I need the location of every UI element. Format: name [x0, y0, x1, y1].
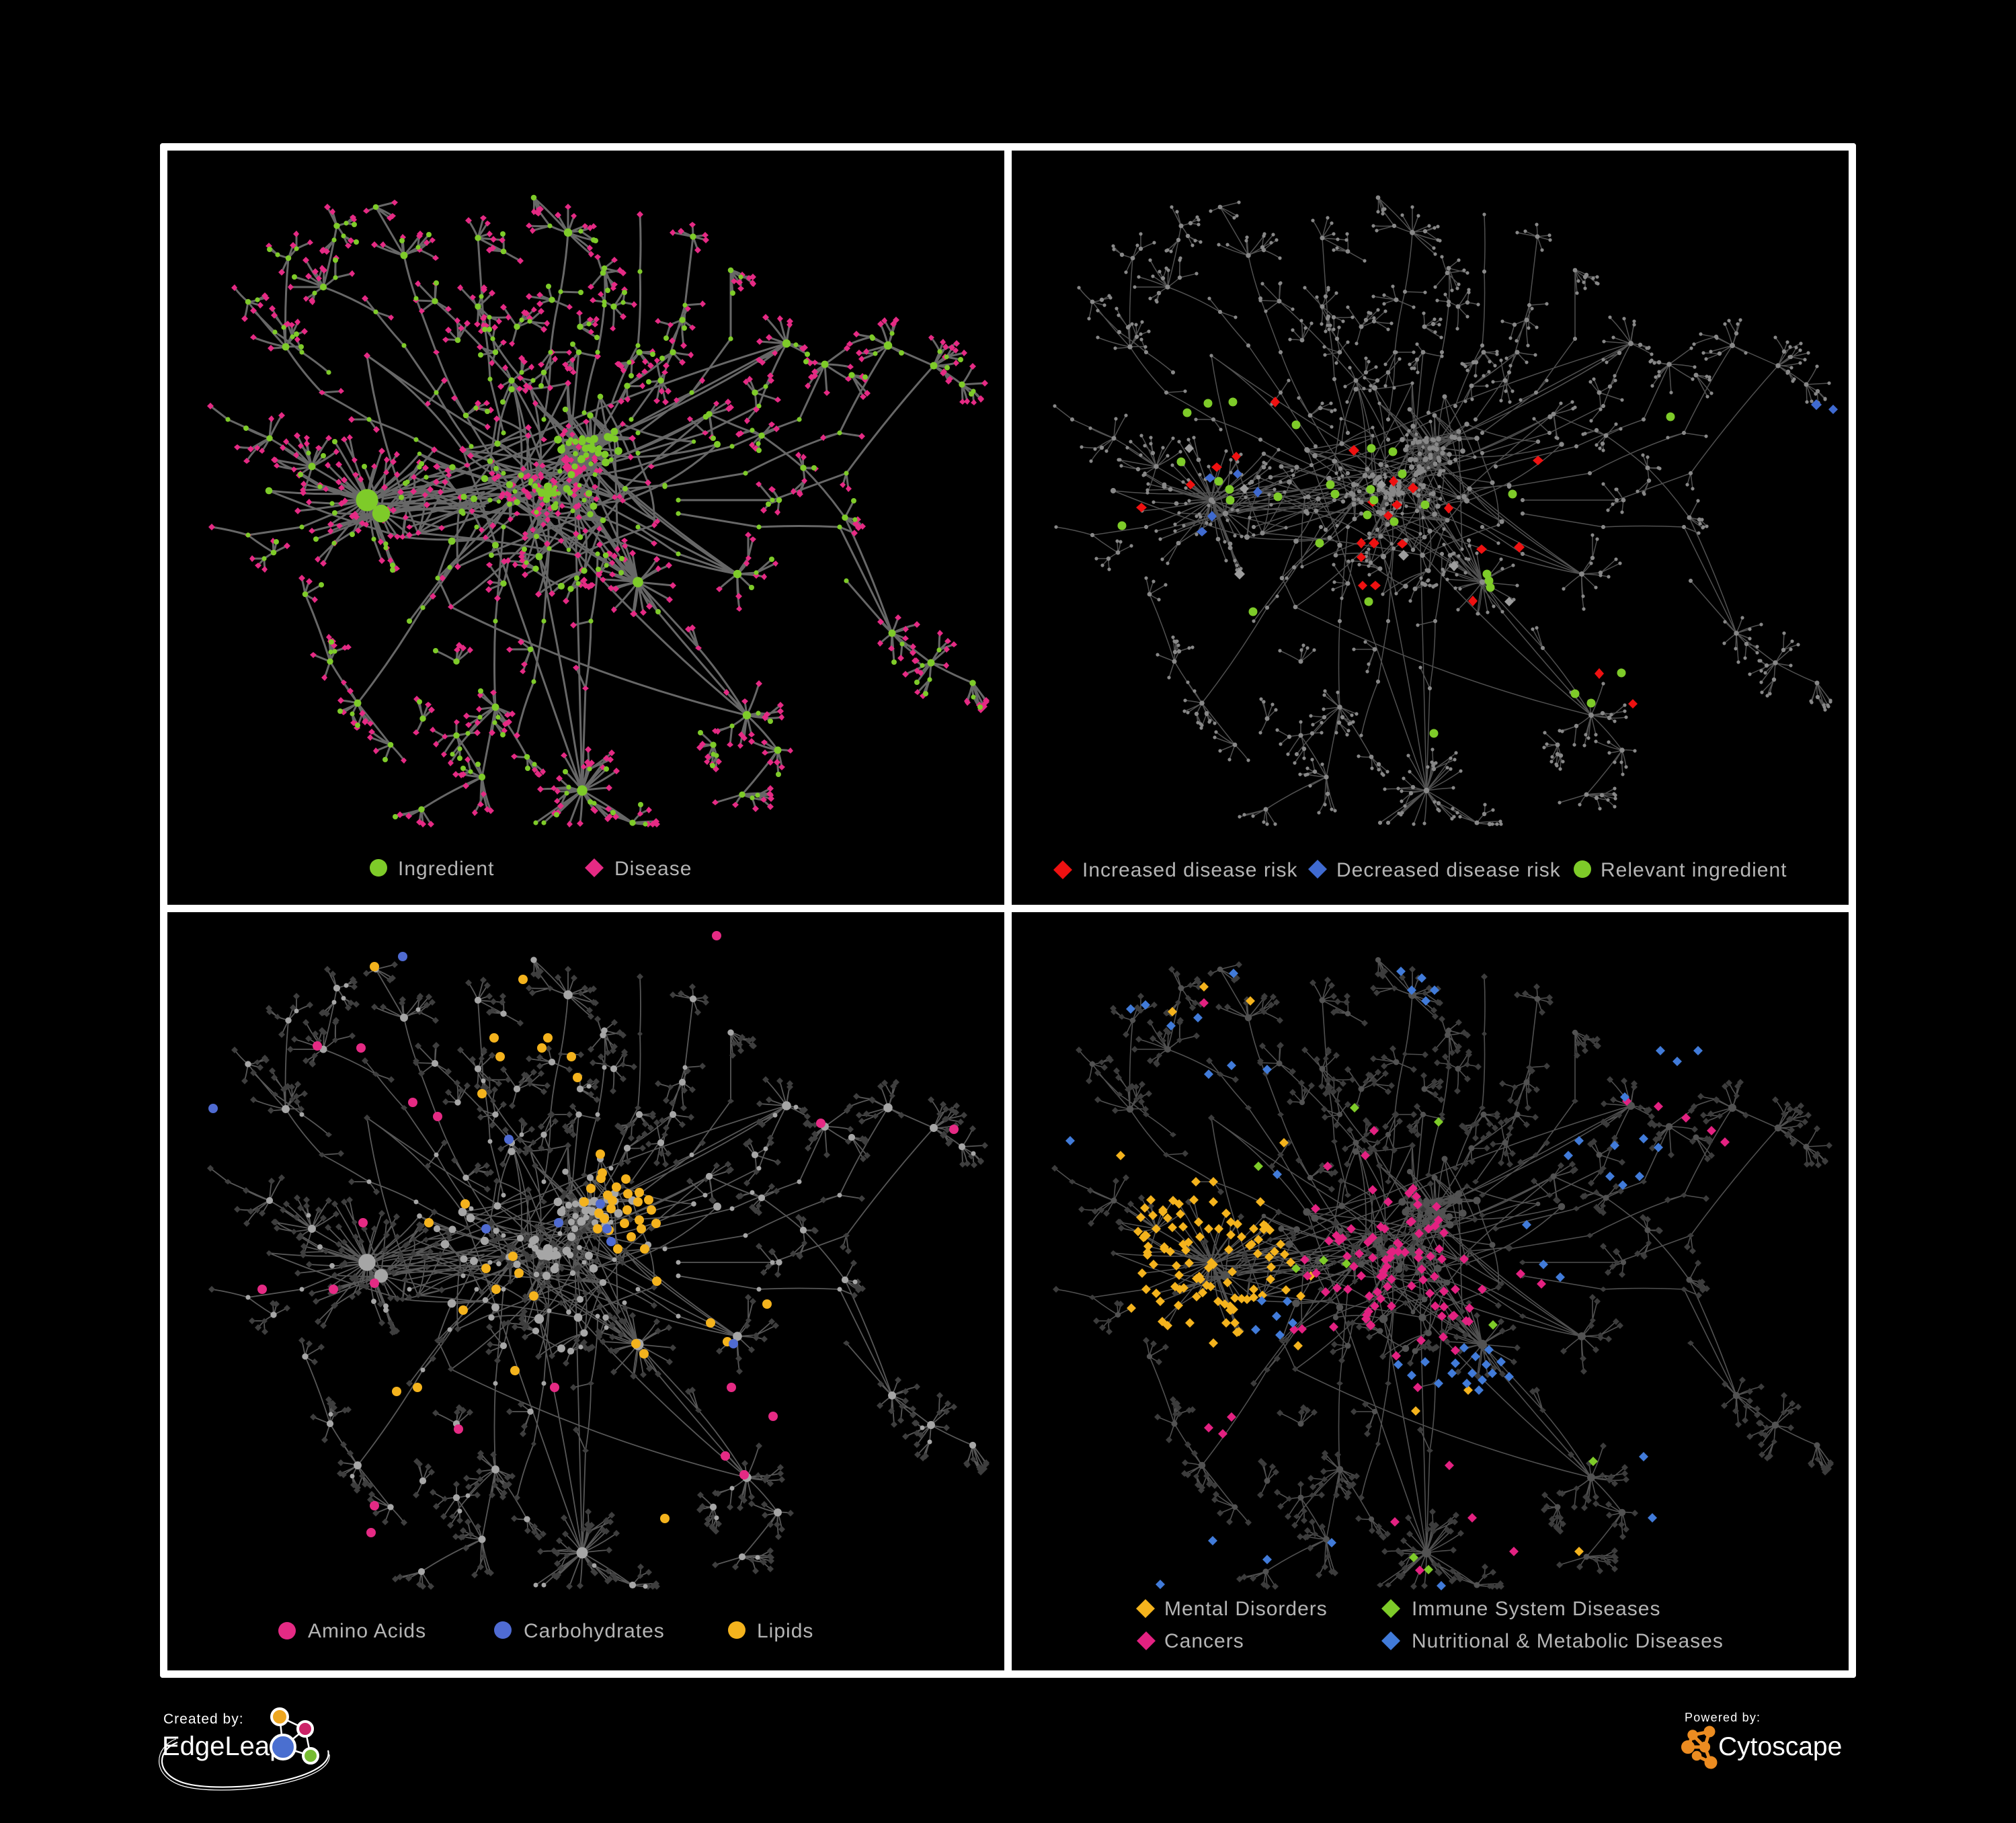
svg-text:Disease: Disease	[614, 858, 692, 880]
svg-text:Immune System Diseases: Immune System Diseases	[1412, 1598, 1660, 1620]
svg-text:Mental Disorders: Mental Disorders	[1164, 1598, 1328, 1620]
svg-text:Powered by:: Powered by:	[1685, 1711, 1761, 1724]
svg-text:Decreased disease risk: Decreased disease risk	[1336, 859, 1561, 881]
svg-text:Relevant ingredient: Relevant ingredient	[1601, 859, 1787, 881]
svg-text:Cytoscape: Cytoscape	[1718, 1732, 1842, 1761]
svg-text:Lipids: Lipids	[757, 1620, 813, 1642]
svg-text:Ingredient: Ingredient	[398, 858, 494, 880]
svg-text:Carbohydrates: Carbohydrates	[524, 1620, 665, 1642]
svg-text:Cancers: Cancers	[1164, 1630, 1244, 1652]
svg-text:EdgeLeap: EdgeLeap	[162, 1732, 284, 1761]
svg-text:Amino Acids: Amino Acids	[308, 1620, 426, 1642]
svg-text:Created by:: Created by:	[163, 1711, 244, 1727]
svg-text:Nutritional & Metabolic Diseas: Nutritional & Metabolic Diseases	[1412, 1630, 1724, 1652]
svg-text:Increased disease risk: Increased disease risk	[1082, 859, 1297, 881]
